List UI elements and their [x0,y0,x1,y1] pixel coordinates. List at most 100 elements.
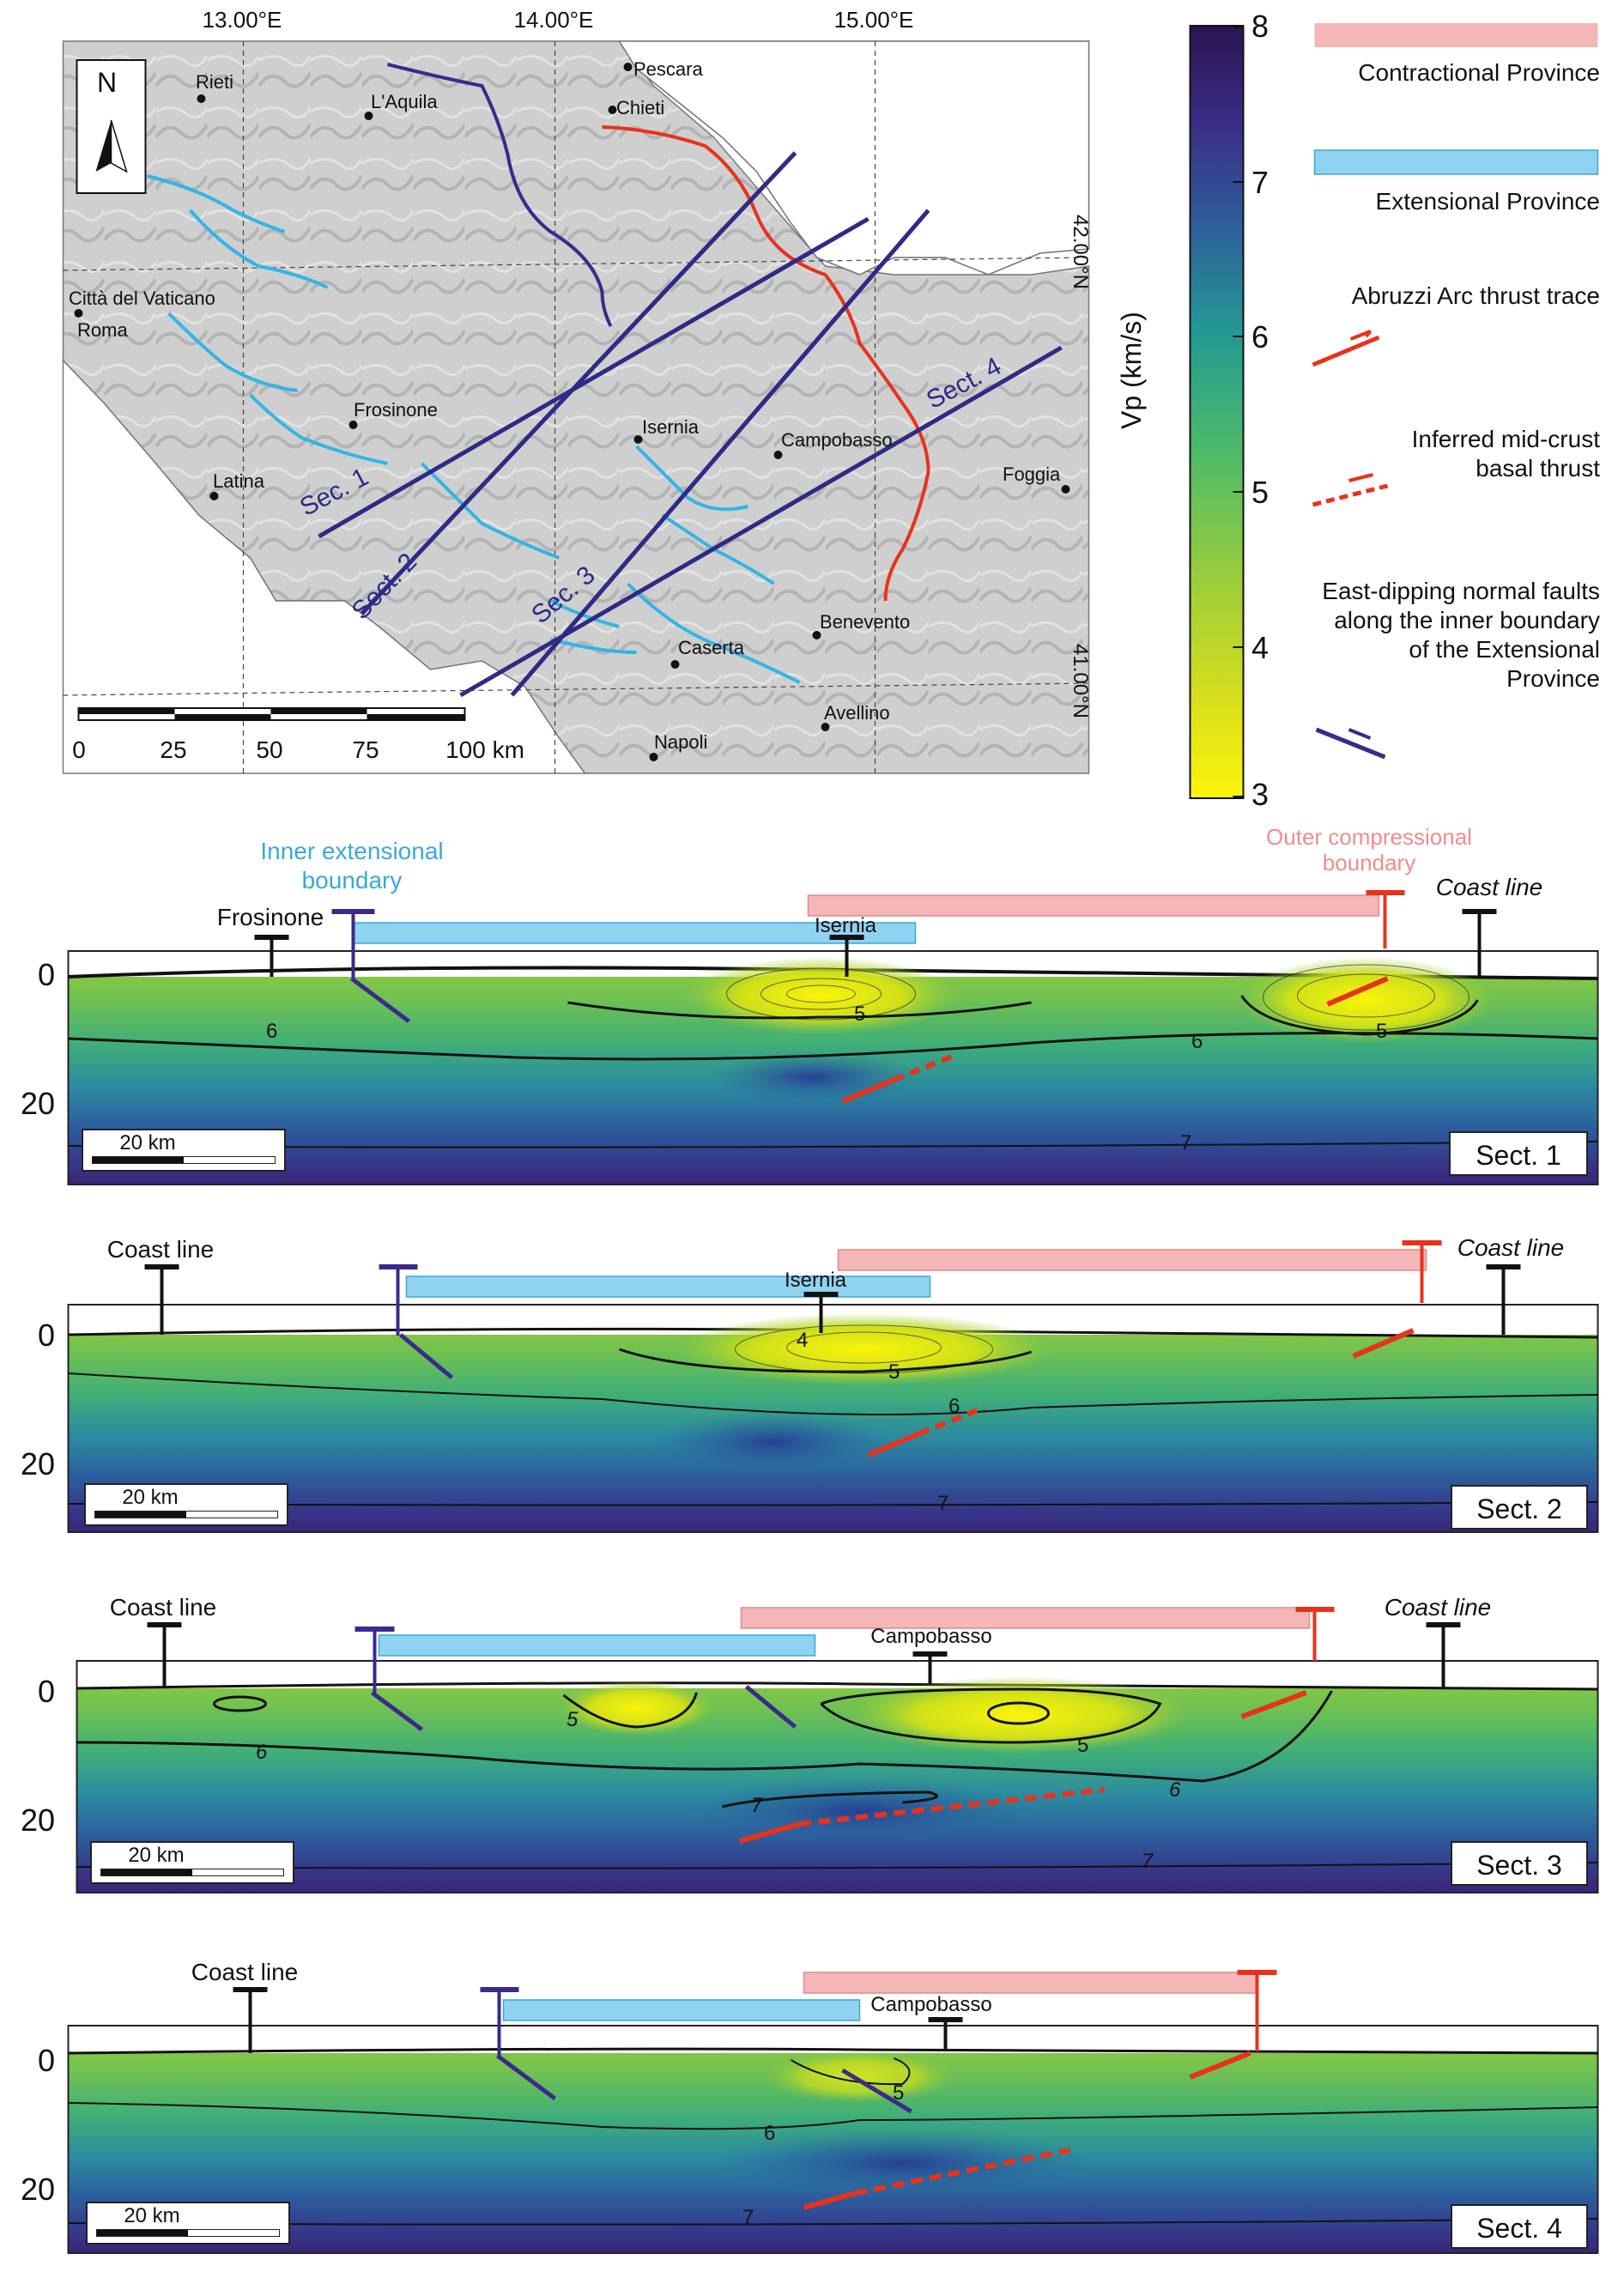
section-2-depth-0: 0 [37,1318,55,1353]
section-3-place-campobasso: Campobasso [870,1625,992,1648]
section-1-graphics [67,890,1599,1185]
adriatic-sea [618,40,1090,276]
city-campobasso: Campobasso [781,429,893,451]
scale-tick-75: 75 [352,736,379,763]
section-1-contour-7: 7 [1180,1131,1192,1154]
colorbar-tick-6: 6 [1251,319,1270,354]
section-3-contour-7a: 7 [751,1794,763,1817]
section-1-contour-6b: 6 [1191,1030,1203,1053]
section-1-scale-label: 20 km [119,1131,176,1154]
city-frosinone: Frosinone [354,399,438,421]
colorbar-tick-8: 8 [1251,9,1270,44]
section-3-contour-6b: 6 [1169,1778,1181,1802]
section-3-scale: 20 km [90,1841,294,1884]
legend-abruzzi-thrust: Abruzzi Arc thrust trace [1351,282,1600,309]
legend-contractional: Contractional Province [1358,59,1600,86]
scale-tick-100: 100 km [445,736,524,763]
section-2-place-coast-right: Coast line [1457,1234,1565,1261]
section-4-contour-6: 6 [764,2122,776,2145]
section-1-title: Sect. 1 [1449,1131,1588,1176]
city-benevento: Benevento [820,611,911,633]
map-scale-bar [77,707,466,721]
section-1-inner-label: Inner extensional boundary [260,838,444,894]
sea [62,359,586,774]
section-1-outer-label: Outer compressional boundary [1266,824,1472,875]
map-area [62,40,1090,774]
lat-label-41: 41.00°N [1069,644,1092,718]
city-foggia: Foggia [1003,463,1061,485]
city-isernia: Isernia [642,416,700,438]
section-4-place-campobasso: Campobasso [870,1993,992,2016]
legend-normal-faults: East-dipping normal faults along the inn… [1322,578,1600,692]
colorbar-tick-4: 4 [1251,630,1270,665]
section-4-scale: 20 km [86,2202,290,2245]
section-2-scale-label: 20 km [122,1486,179,1509]
scale-tick-25: 25 [160,736,187,763]
section-2-contour-4: 4 [797,1329,809,1352]
section-4-place-coast: Coast line [191,1959,299,1985]
scale-tick-0: 0 [72,736,86,763]
lon-label-13: 13.00°E [202,7,282,33]
section-3-contour-7b: 7 [1142,1850,1154,1873]
section-2-depth-20: 20 [20,1446,55,1481]
section-2-graphics [67,1240,1599,1533]
legend-extensional: Extensional Province [1375,188,1600,215]
section-3-title: Sect. 3 [1451,1841,1588,1886]
section-4-contour-7: 7 [742,2206,754,2229]
lon-label-15: 15.00°E [833,7,914,33]
section-4-contour-5: 5 [893,2081,905,2105]
scale-tick-50: 50 [256,736,283,763]
section-4-graphics [67,1970,1599,2254]
section-2-title: Sect. 2 [1451,1485,1588,1530]
colorbar-tick-3: 3 [1251,777,1270,812]
section-4-scale-label: 20 km [124,2204,180,2227]
extensional-fault-traces [147,174,801,684]
lat-label-42: 42.00°N [1069,215,1092,289]
section-1-contour-5a: 5 [854,1003,866,1026]
section-lines [318,151,1063,698]
section-2-contour-6: 6 [948,1395,960,1418]
colorbar-title: Vp (km/s) [1116,312,1147,429]
city-caserta: Caserta [678,637,745,658]
section-1-place-coast: Coast line [1435,874,1543,900]
section-1-place-isernia: Isernia [814,914,877,937]
section-3-scale-label: 20 km [128,1844,185,1867]
lon-label-14: 14.00°E [513,7,594,33]
city-latina: Latina [213,470,264,492]
city-avellino: Avellino [824,702,890,724]
normal-fault-trace-map [387,63,613,327]
graticule [63,41,1089,773]
section-3-graphics [76,1607,1599,1893]
section-3-depth-0: 0 [37,1674,55,1709]
city-napoli: Napoli [654,731,708,753]
section-1-place-frosinone: Frosinone [216,904,324,930]
colorbar-tick-7: 7 [1251,165,1270,200]
colorbar [1189,25,1245,799]
city-laquila: L'Aquila [371,91,438,112]
city-rieti: Rieti [196,71,234,93]
section-2-contour-5: 5 [888,1360,900,1384]
city-markers [74,63,1070,761]
section-4-depth-0: 0 [37,2043,55,2078]
section-3-place-coast-right: Coast line [1384,1594,1492,1621]
section-1-depth-20: 20 [20,1086,55,1121]
section-3-contour-6a: 6 [256,1741,268,1764]
section-2-contour-7: 7 [937,1492,949,1515]
section-1-contour-5b: 5 [1376,1020,1388,1043]
legend-graphics [1312,23,1599,760]
city-pescara: Pescara [633,58,703,80]
section-3-depth-20: 20 [20,1802,55,1838]
city-roma: Roma [77,319,128,341]
section-4-title: Sect. 4 [1451,2204,1588,2249]
city-vatican: Città del Vaticano [69,288,215,309]
section-2-place-coast-left: Coast line [106,1236,215,1263]
section-1-contour-6a: 6 [266,1020,278,1043]
colorbar-tick-5: 5 [1251,475,1270,510]
abruzzi-thrust-trace-map [602,125,930,602]
section-1-depth-0: 0 [37,957,55,992]
city-chieti: Chieti [616,97,665,118]
section-3-contour-5b: 5 [1077,1734,1089,1757]
north-arrow-icon [76,59,147,194]
section-1-scale: 20 km [82,1129,286,1172]
